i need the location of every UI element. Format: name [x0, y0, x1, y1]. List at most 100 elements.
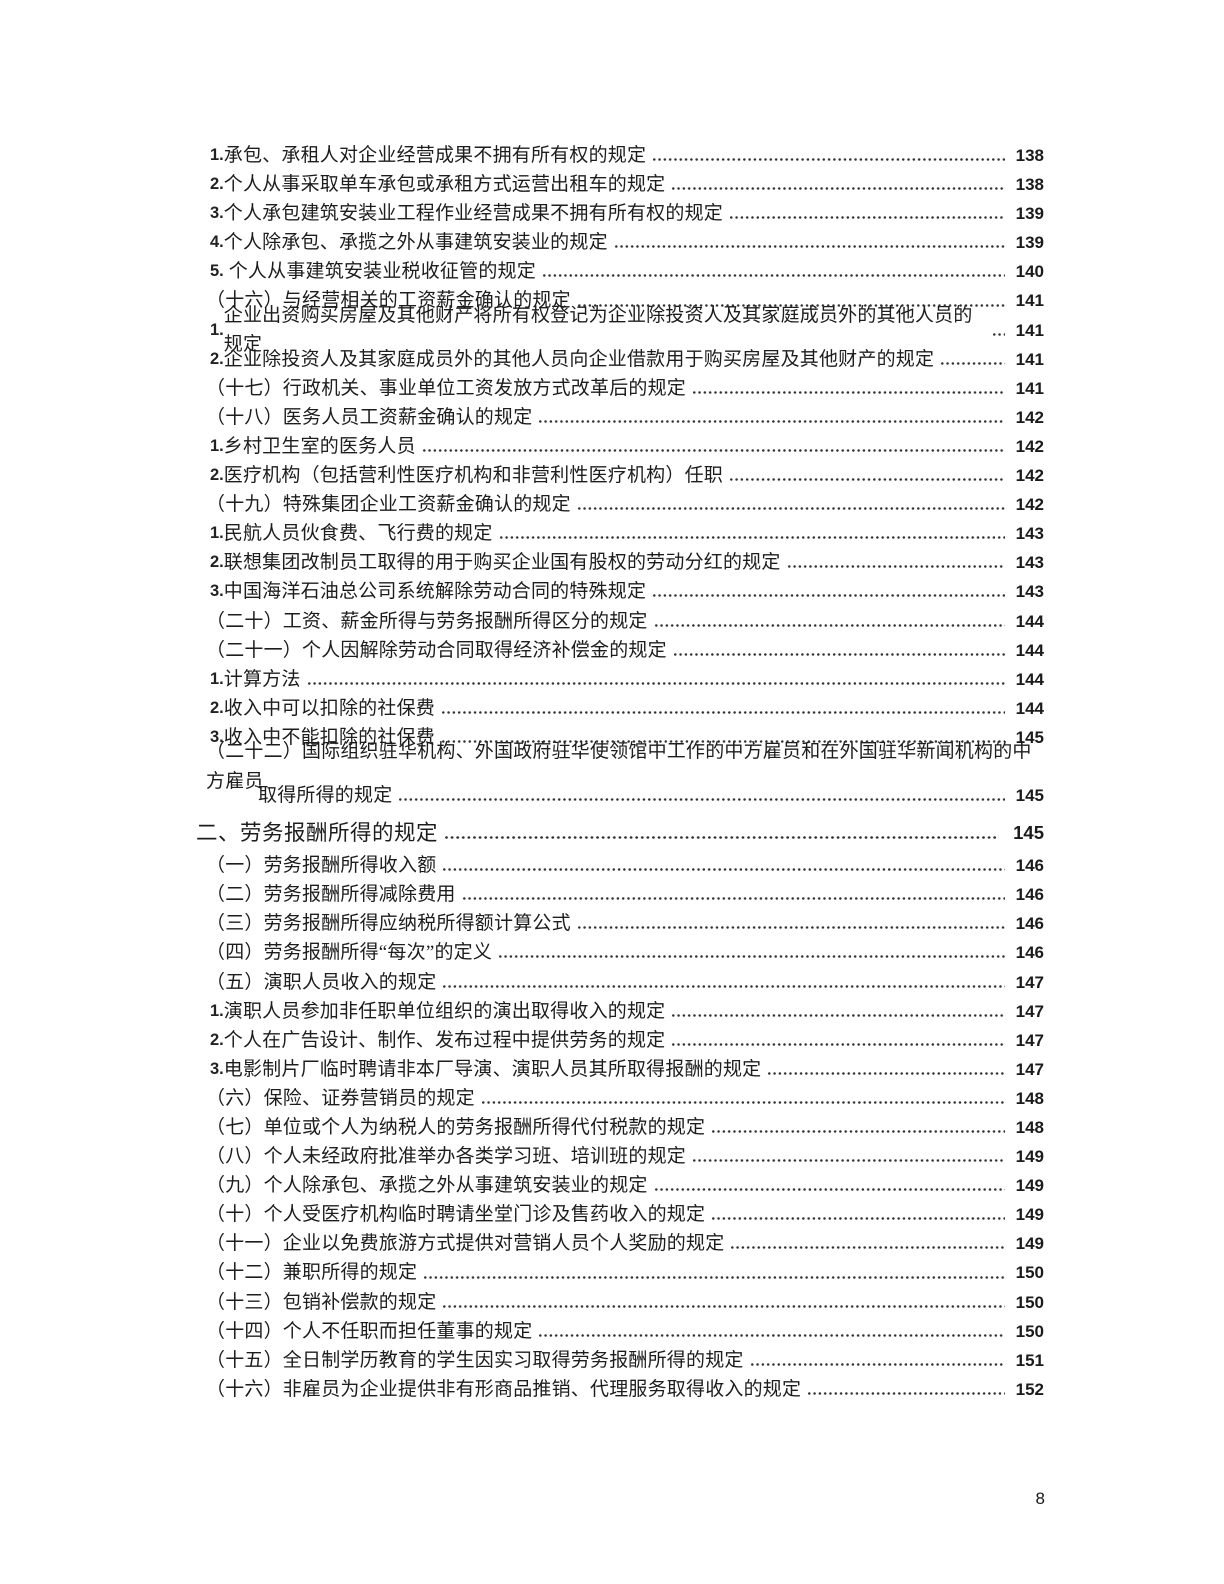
toc-entry-page: 149 — [1015, 1234, 1044, 1254]
dot-leader — [693, 390, 1005, 394]
toc-entry: 3. 收入中不能扣除的社保费 145 — [196, 723, 1044, 752]
toc-entry-page: 146 — [1015, 856, 1044, 876]
toc-entry-page: 141 — [1015, 378, 1044, 398]
toc-entry: （九）个人除承包、承揽之外从事建筑安装业的规定 149 — [196, 1171, 1044, 1200]
toc-entry-number: 2. — [210, 553, 224, 572]
toc-entry: 5. 个人从事建筑安装业税收征管的规定 140 — [196, 257, 1044, 286]
toc-entry-title: （二十）工资、薪金所得与劳务报酬所得区分的规定 — [206, 610, 648, 632]
toc-entry: （十三）包销补偿款的规定 150 — [196, 1288, 1044, 1317]
toc-entry: （十七）行政机关、事业单位工资发放方式改革后的规定 141 — [196, 374, 1044, 403]
toc-entry-number: 2. — [210, 349, 224, 368]
toc-entry-title: 取得所得的规定 — [258, 785, 393, 807]
toc-entry-number: 2. — [210, 466, 224, 485]
dot-leader — [750, 1362, 1005, 1366]
dot-leader — [614, 245, 1005, 249]
toc-entry-page: 143 — [1015, 553, 1044, 573]
dot-leader — [672, 1013, 1005, 1017]
toc-entry: 取得所得的规定 145 — [196, 781, 1044, 810]
dot-leader — [787, 565, 1005, 569]
toc-entry: （十五）全日制学历教育的学生因实习取得劳务报酬所得的规定 151 — [196, 1346, 1044, 1375]
toc-entry: 2. 企业除投资人及其家庭成员外的其他人员向企业借款用于购买房屋及其他财产的规定… — [196, 345, 1044, 374]
toc-entry-number: 1. — [210, 146, 224, 164]
dot-leader — [729, 216, 1005, 220]
page-number: 8 — [1035, 1489, 1045, 1508]
toc-entry-page: 145 — [1013, 822, 1044, 844]
toc-entry-page: 143 — [1015, 524, 1044, 544]
toc-entry-number: 2. — [210, 698, 224, 717]
dot-leader — [499, 536, 1005, 540]
toc-entry-title: 计算方法 — [223, 668, 301, 690]
toc-entry-page: 141 — [1015, 320, 1044, 340]
toc-entry-page: 149 — [1015, 1205, 1044, 1225]
table-of-contents: 1. 承包、承租人对企业经营成果不拥有所有权的规定 138 2. 个人从事采取单… — [196, 141, 1044, 1404]
toc-entry-number: 5. — [210, 262, 224, 281]
toc-entry: （四）劳务报酬所得“每次”的定义 146 — [196, 938, 1044, 967]
dot-leader — [693, 1159, 1005, 1163]
toc-entry-number: 1. — [210, 524, 224, 543]
toc-entry: （十一）企业以免费旅游方式提供对营销人员个人奖励的规定 149 — [196, 1229, 1044, 1258]
toc-entry: 二、劳务报酬所得的规定 145 — [196, 815, 1044, 851]
toc-entry-page: 145 — [1015, 727, 1044, 747]
dot-leader — [539, 419, 1005, 423]
toc-entry-page: 150 — [1015, 1292, 1044, 1312]
dot-leader — [654, 623, 1005, 627]
dot-leader — [653, 594, 1005, 598]
dot-leader — [941, 361, 1005, 365]
toc-entry: （二十一）个人因解除劳动合同取得经济补偿金的规定 144 — [196, 636, 1044, 665]
dot-leader — [731, 1246, 1005, 1250]
toc-entry-title: （五）演职人员收入的规定 — [206, 971, 437, 993]
toc-entry-number: 3. — [210, 204, 224, 223]
toc-entry-title: 民航人员伙食费、飞行费的规定 — [223, 523, 493, 545]
toc-entry-title: （十七）行政机关、事业单位工资发放方式改革后的规定 — [206, 377, 687, 399]
dot-leader — [445, 836, 999, 840]
toc-entry: （十八）医务人员工资薪金确认的规定 142 — [196, 403, 1044, 432]
toc-entry-page: 141 — [1015, 291, 1044, 311]
toc-entry-page: 150 — [1015, 1321, 1044, 1341]
toc-entry-number: 4. — [210, 233, 224, 252]
dot-leader — [462, 897, 1005, 901]
toc-entry-number: 1. — [210, 1001, 224, 1020]
toc-entry-page: 139 — [1015, 204, 1044, 224]
toc-entry: 1. 承包、承租人对企业经营成果不拥有所有权的规定 138 — [196, 141, 1044, 170]
toc-entry-title: （十三）包销补偿款的规定 — [206, 1291, 437, 1313]
toc-entry-title: 个人在广告设计、制作、发布过程中提供劳务的规定 — [223, 1029, 666, 1051]
dot-leader — [441, 710, 1005, 714]
toc-entry-page: 144 — [1015, 698, 1044, 718]
toc-entry: （十六）非雇员为企业提供非有形商品推销、代理服务取得收入的规定 152 — [196, 1375, 1044, 1404]
dot-leader — [672, 1042, 1005, 1046]
toc-entry-page: 148 — [1015, 1088, 1044, 1108]
toc-entry: 1. 演职人员参加非任职单位组织的演出取得收入的规定 147 — [196, 997, 1044, 1026]
toc-entry: （八）个人未经政府批准举办各类学习班、培训班的规定 149 — [196, 1142, 1044, 1171]
toc-entry-title: 乡村卫生室的医务人员 — [223, 435, 416, 457]
toc-entry-title: 企业出资购买房屋及其他财产将所有权登记为企业除投资人及其家庭成员外的其他人员的规… — [223, 305, 973, 356]
toc-entry: 3. 个人承包建筑安装业工程作业经营成果不拥有所有权的规定 139 — [196, 199, 1044, 228]
toc-entry-page: 142 — [1015, 436, 1044, 456]
toc-entry-title: 二、劳务报酬所得的规定 — [196, 821, 439, 846]
toc-entry-title: （十四）个人不任职而担任董事的规定 — [206, 1320, 533, 1342]
toc-entry-number: 3. — [210, 582, 224, 601]
toc-entry-title: （七）单位或个人为纳税人的劳务报酬所得代付税款的规定 — [206, 1117, 706, 1138]
toc-entry-title: （十五）全日制学历教育的学生因实习取得劳务报酬所得的规定 — [206, 1349, 744, 1371]
toc-entry-page: 146 — [1015, 885, 1044, 905]
toc-entry-title: （十一）企业以免费旅游方式提供对营销人员个人奖励的规定 — [206, 1233, 725, 1255]
toc-entry-page: 138 — [1015, 175, 1044, 195]
toc-entry: （一）劳务报酬所得收入额 146 — [196, 851, 1044, 880]
toc-entry-page: 139 — [1015, 233, 1044, 253]
toc-entry: （五）演职人员收入的规定 147 — [196, 968, 1044, 997]
toc-entry-title: 中国海洋石油总公司系统解除劳动合同的特殊规定 — [223, 581, 647, 603]
toc-entry: 3. 电影制片厂临时聘请非本厂导演、演职人员其所取得报酬的规定 147 — [196, 1055, 1044, 1084]
toc-entry-title: （十六）与经营相关的工资薪金确认的规定 — [206, 290, 571, 312]
toc-entry: 2. 收入中可以扣除的社保费 144 — [196, 694, 1044, 723]
toc-entry-title: （十六）非雇员为企业提供非有形商品推销、代理服务取得收入的规定 — [206, 1378, 802, 1400]
toc-entry: （七）单位或个人为纳税人的劳务报酬所得代付税款的规定 148 — [196, 1113, 1044, 1142]
toc-entry-page: 151 — [1015, 1350, 1044, 1370]
dot-leader — [729, 478, 1005, 482]
dot-leader — [653, 158, 1005, 162]
toc-entry-title: （二十一）个人因解除劳动合同取得经济补偿金的规定 — [206, 639, 667, 661]
dot-leader — [422, 448, 1005, 452]
toc-entry-title: （八）个人未经政府批准举办各类学习班、培训班的规定 — [206, 1146, 687, 1168]
toc-entry: （十六）与经营相关的工资薪金确认的规定 141 — [196, 286, 1044, 315]
toc-entry-page: 147 — [1015, 1001, 1044, 1021]
toc-entry-title: （十二）兼职所得的规定 — [206, 1262, 418, 1284]
dot-leader — [672, 187, 1005, 191]
